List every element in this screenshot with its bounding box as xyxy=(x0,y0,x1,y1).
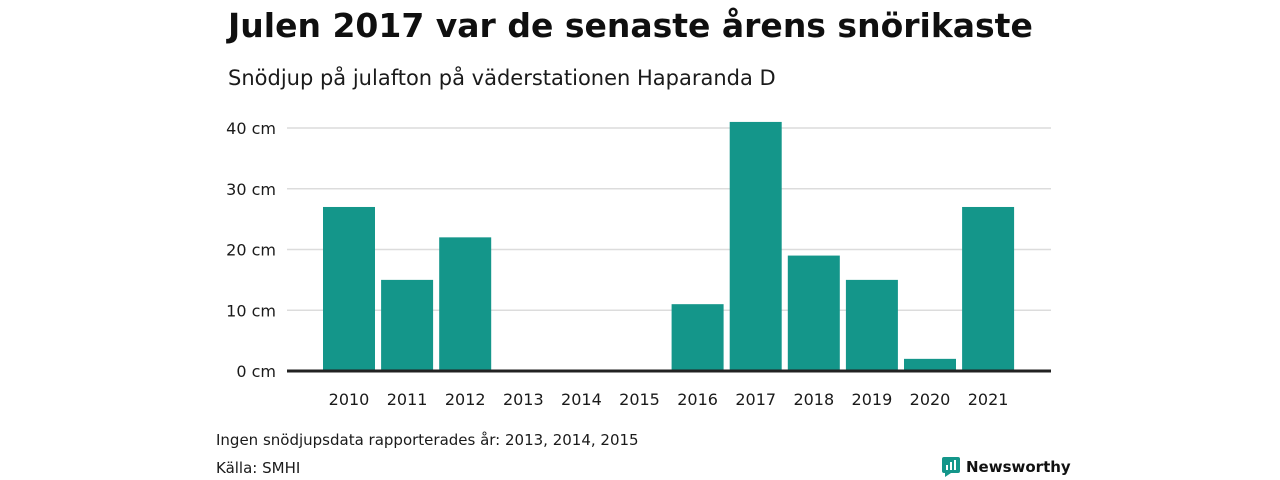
x-tick-label: 2016 xyxy=(677,390,718,409)
x-tick-label: 2020 xyxy=(910,390,951,409)
bar xyxy=(439,237,492,371)
bar xyxy=(845,279,898,371)
brand-logo: Newsworthy xyxy=(942,457,1071,477)
bar xyxy=(729,121,782,371)
y-tick-label: 20 cm xyxy=(226,241,276,260)
x-tick-label: 2012 xyxy=(445,390,486,409)
bar xyxy=(381,279,434,371)
bar xyxy=(323,206,375,371)
x-tick-label: 2015 xyxy=(619,390,660,409)
bar-chart: 0 cm 10 cm 20 cm 30 cm 40 cm 2010 2011 2012 2013… xyxy=(226,119,1051,409)
bar xyxy=(962,206,1015,371)
bar xyxy=(671,304,724,371)
y-tick-label: 30 cm xyxy=(226,180,276,199)
chart-title: Julen 2017 var de senaste årens snörikas… xyxy=(228,6,1033,45)
x-tick-label: 2019 xyxy=(852,390,893,409)
x-tick-label: 2010 xyxy=(329,390,370,409)
y-tick-label: 10 cm xyxy=(226,301,276,320)
y-tick-label: 40 cm xyxy=(226,119,276,138)
x-tick-label: 2017 xyxy=(735,390,776,409)
x-tick-label: 2021 xyxy=(968,390,1009,409)
footnote: Ingen snödjupsdata rapporterades år: 201… xyxy=(216,431,639,449)
bar xyxy=(904,358,956,371)
y-tick-label: 0 cm xyxy=(236,362,276,381)
x-tick-label: 2018 xyxy=(793,390,834,409)
x-tick-label: 2013 xyxy=(503,390,544,409)
newsworthy-logo-icon xyxy=(942,457,960,477)
x-tick-label: 2014 xyxy=(561,390,602,409)
source-note: Källa: SMHI xyxy=(216,459,301,477)
brand-name: Newsworthy xyxy=(966,458,1071,476)
chart-subtitle: Snödjup på julafton på väderstationen Ha… xyxy=(228,66,776,90)
x-tick-label: 2011 xyxy=(387,390,428,409)
bar xyxy=(787,255,840,371)
